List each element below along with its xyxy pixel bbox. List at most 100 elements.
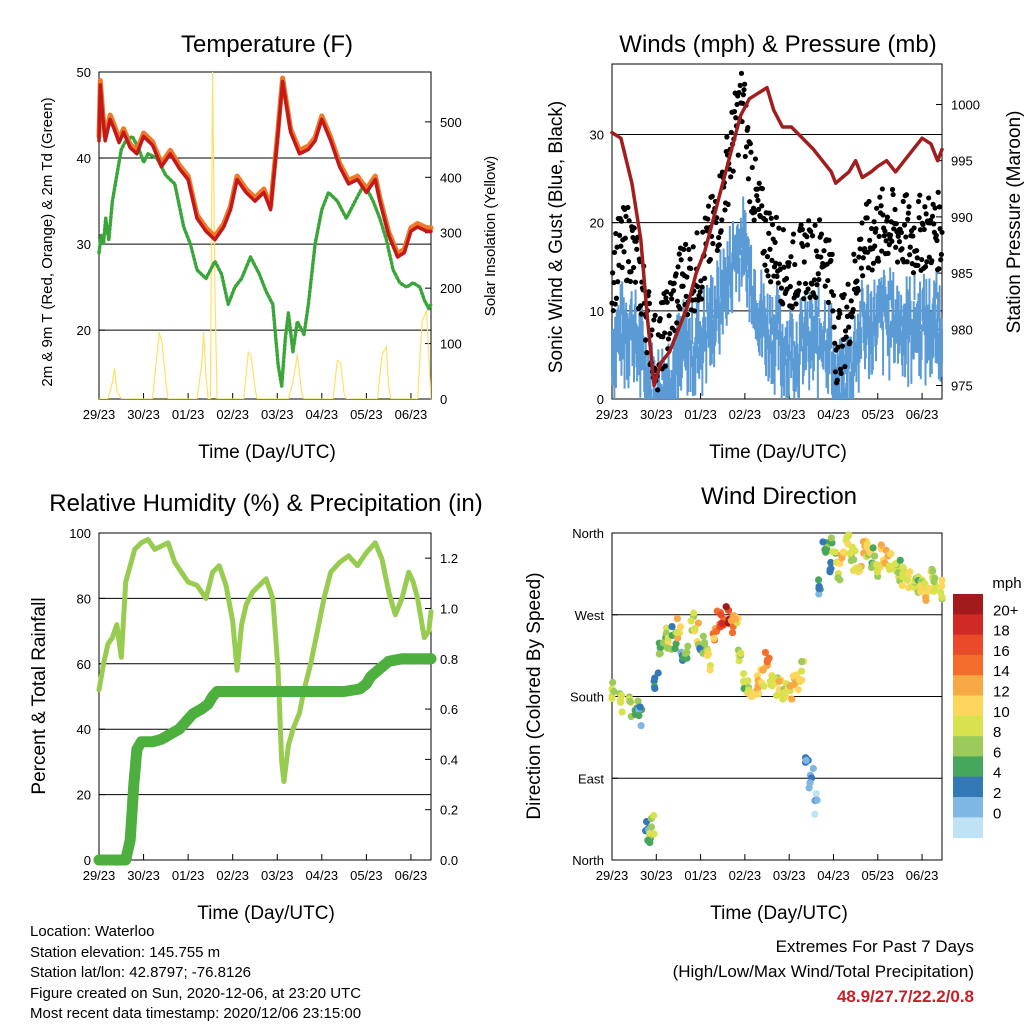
y2-tick-label: 0 [440, 392, 447, 407]
gust-point [694, 230, 700, 236]
gust-point [847, 339, 853, 345]
gust-point [788, 254, 794, 260]
gust-point [766, 230, 772, 236]
gust-point [808, 228, 814, 235]
direction-point [819, 538, 827, 546]
gust-point [769, 257, 775, 263]
gust-point [837, 310, 843, 317]
x-tick-label: 04/23 [306, 407, 339, 422]
direction-point [869, 544, 877, 552]
dewpoint-line [97, 134, 433, 388]
gust-point [923, 211, 929, 217]
gust-point [851, 251, 857, 257]
direction-point [788, 695, 796, 703]
gust-point [792, 261, 798, 268]
gust-point [920, 222, 926, 228]
gust-point [844, 304, 850, 310]
direction-point [829, 548, 837, 556]
legend-swatch [953, 695, 983, 717]
wind-direction-plot-area: 29/23 30/23 01/23 02/23 03/23 04/23 05/23 06/23… [570, 526, 946, 883]
gust-point [765, 273, 771, 279]
direction-point [898, 582, 906, 590]
gust-point [700, 229, 706, 235]
direction-point [779, 695, 787, 703]
gust-point [816, 217, 823, 223]
station-location: Location: Waterloo [30, 923, 155, 940]
direction-point [690, 609, 698, 617]
gust-point [705, 216, 711, 222]
gust-point [829, 251, 835, 257]
y-tick-label: 10 [590, 304, 604, 319]
winds-title: Winds (mph) & Pressure (mb) [619, 31, 936, 58]
direction-point [718, 619, 726, 628]
gust-point [802, 280, 809, 287]
gust-point [786, 260, 792, 266]
gust-point [835, 344, 841, 350]
direction-point [737, 649, 745, 657]
direction-point [674, 634, 682, 642]
gust-point [657, 316, 663, 322]
gust-point [710, 240, 716, 247]
gust-point [839, 343, 845, 349]
direction-point [699, 632, 707, 640]
wind-direction-ylabel: Direction (Colored By Speed) [524, 572, 545, 819]
y-tick-label: 20 [77, 323, 91, 338]
speed-color-legend: mph 20+ 18 16 14 12 10 8 6 4 2 0 [953, 575, 1022, 839]
gust-point [747, 141, 753, 147]
direction-point [938, 576, 946, 584]
gust-point [939, 229, 945, 235]
direction-point [794, 685, 802, 694]
gust-point [671, 280, 677, 286]
direction-point [871, 552, 879, 560]
pressure-line [610, 85, 944, 388]
station-latlon: Station lat/lon: 42.8797; -76.8126 [30, 964, 252, 981]
direction-point [815, 590, 823, 598]
gust-point [813, 294, 819, 301]
direction-point [663, 644, 672, 652]
temperature-ylabel: 2m & 9m T (Red, Orange) & 2m Td (Green) [39, 97, 56, 386]
gust-point [745, 124, 751, 131]
gust-point [613, 295, 620, 301]
legend-swatch [953, 817, 983, 839]
gust-point [665, 336, 672, 342]
temperature-plot-area: 29/23 30/23 01/23 02/23 03/23 04/23 05/23 06/23… [77, 65, 462, 422]
direction-point [748, 693, 756, 701]
gust-point [714, 247, 720, 253]
gust-point [901, 222, 908, 228]
gust-point [612, 301, 618, 307]
direction-point [921, 580, 929, 588]
gust-point [638, 311, 644, 317]
y2-tick-label: 1.0 [440, 601, 458, 616]
gust-point [673, 271, 679, 277]
gust-point [869, 267, 875, 273]
gust-point [914, 255, 920, 261]
gust-point [826, 237, 832, 243]
gust-point [895, 233, 901, 239]
gust-point [882, 228, 888, 234]
gust-point [879, 248, 885, 254]
direction-point [654, 669, 662, 677]
gust-point [921, 226, 927, 233]
direction-point [827, 534, 836, 542]
gust-point [774, 273, 780, 279]
x-tick-label: 01/23 [684, 868, 717, 883]
y2-tick-label: 985 [951, 266, 973, 281]
gust-point [632, 279, 639, 285]
y-tick-label: North [572, 526, 604, 541]
y-tick-label: East [578, 771, 604, 786]
direction-point [646, 838, 654, 847]
y-tick-label: 40 [77, 722, 91, 737]
gust-point [698, 278, 704, 284]
direction-point [663, 624, 671, 632]
y2-tick-label: 1.2 [440, 551, 458, 566]
gust-point [625, 259, 632, 265]
gust-point [677, 305, 683, 312]
direction-point [929, 567, 937, 575]
extremes-subtitle: (High/Low/Max Wind/Total Precipitation) [672, 962, 974, 981]
gust-point [887, 232, 894, 238]
gust-point [811, 277, 818, 283]
gust-point [903, 234, 909, 240]
gust-point [619, 264, 625, 271]
gust-point [936, 266, 942, 272]
x-tick-label: 29/23 [83, 868, 116, 883]
